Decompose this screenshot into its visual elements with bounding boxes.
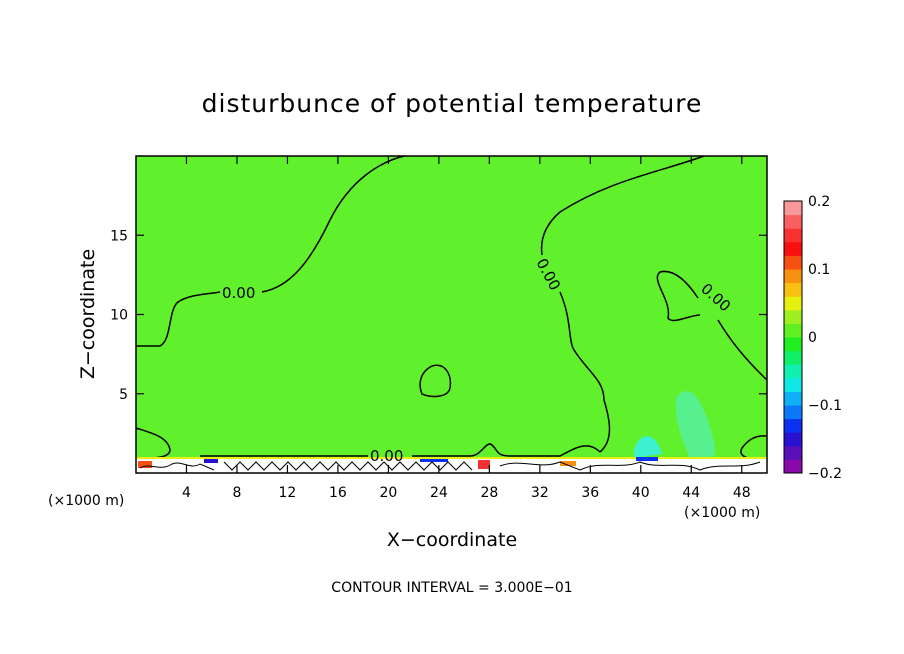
colorbar-swatch (784, 214, 802, 229)
colorbar-swatch (784, 364, 802, 379)
x-tick-label: 12 (279, 485, 297, 501)
colorbar-swatch (784, 418, 802, 433)
colorbar-swatch (784, 296, 802, 311)
contour-line (540, 155, 705, 453)
x-tick-label: 36 (581, 485, 599, 501)
plot-area: 0.00 0.00 0.00 0.00 4 8 12 16 20 24 28 32 36 40 44… (110, 155, 768, 501)
colorbar-swatch (784, 201, 802, 216)
colorbar-swatch (784, 445, 802, 460)
colorbar-tick-label: 0 (808, 330, 817, 346)
y-tick-label: 5 (119, 387, 128, 403)
surface-layer (136, 457, 767, 473)
colorbar-swatch (784, 337, 802, 352)
x-tick-label: 20 (379, 485, 397, 501)
x-tick-label: 16 (329, 485, 347, 501)
colorbar-tick-label: −0.2 (808, 466, 842, 482)
colorbar-swatch (784, 405, 802, 420)
colorbar: 0.2 0.1 0 −0.1 −0.2 (783, 194, 842, 482)
contour-interval-text: CONTOUR INTERVAL = 3.000E−01 (331, 580, 572, 596)
surface-blue-patch (204, 459, 218, 463)
colorbar-swatch (784, 377, 802, 392)
cyan-patch (634, 436, 662, 458)
x-tick-label: 40 (632, 485, 650, 501)
surface-red-patch (478, 460, 490, 469)
contour-lines (135, 155, 768, 460)
x-tick-label: 28 (480, 485, 498, 501)
surface-red-patch (138, 461, 152, 468)
colorbar-swatch (784, 269, 802, 284)
colorbar-tick-label: 0.2 (808, 194, 830, 210)
x-tick-label: 4 (182, 485, 191, 501)
x-tick-label: 44 (682, 485, 700, 501)
x-axis-title: X−coordinate (387, 529, 517, 551)
colorbar-swatch (784, 323, 802, 338)
contour-label: 0.00 (222, 284, 255, 302)
colorbar-swatch (784, 391, 802, 406)
cyan-plume (675, 390, 715, 458)
contour-line (200, 443, 601, 457)
surface-blue-patch (636, 457, 658, 461)
surface-squiggles (139, 461, 761, 471)
colorbar-tick-label: 0.1 (808, 262, 830, 278)
contour-line (136, 155, 405, 347)
colorbar-swatch (784, 282, 802, 297)
colorbar-swatch (784, 241, 802, 256)
colorbar-swatch (784, 309, 802, 324)
contour-label: 0.00 (370, 447, 403, 465)
x-tick-label: 48 (733, 485, 751, 501)
surface-orange-patch (560, 461, 576, 466)
field-background (136, 156, 767, 473)
colorbar-swatch (784, 350, 802, 365)
colorbar-swatch (784, 228, 802, 243)
y-tick-label: 15 (110, 228, 128, 244)
colorbar-tick-label: −0.1 (808, 398, 842, 414)
x-tick-label: 8 (232, 485, 241, 501)
colorbar-swatch (784, 459, 802, 474)
colorbar-swatch (784, 255, 802, 270)
contour-line (656, 270, 768, 381)
colorbar-swatch (784, 432, 802, 447)
contour-line (419, 364, 452, 398)
y-axis-title: Z−coordinate (77, 249, 99, 379)
surface-blue-patch (420, 459, 448, 462)
x-tick-label: 32 (531, 485, 549, 501)
colorbar-frame (783, 200, 803, 474)
chart-title: disturbunce of potential temperature (202, 89, 703, 118)
x-tick-label: 24 (430, 485, 448, 501)
x-unit-label-right: (×1000 m) (684, 505, 760, 521)
x-unit-label-left: (×1000 m) (48, 493, 124, 509)
y-tick-label: 10 (110, 308, 128, 324)
